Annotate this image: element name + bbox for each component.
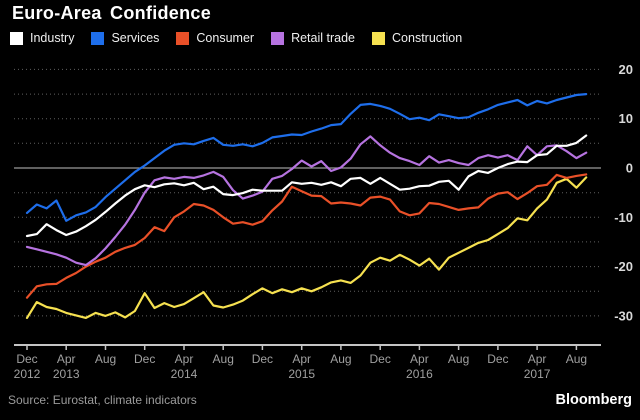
series-line-industry <box>25 134 588 238</box>
x-tick-label: Apr <box>175 352 194 366</box>
legend: Industry Services Consumer Retail trade Cons… <box>10 31 462 45</box>
x-tick-label: Dec <box>16 352 37 366</box>
x-tick-label: Dec <box>487 352 508 366</box>
series-line-consumer <box>25 173 588 299</box>
consumer-swatch-icon <box>176 31 190 45</box>
legend-label: Construction <box>392 31 463 45</box>
legend-item-construction: Construction <box>372 31 462 45</box>
series-line-services <box>25 92 588 222</box>
x-tick-label: Aug <box>566 352 587 366</box>
x-tick-year-label: 2015 <box>288 367 315 381</box>
legend-item-retail-trade: Retail trade <box>271 31 355 45</box>
y-tick-label: -20 <box>614 259 633 274</box>
chart-title: Euro-Area Confidence <box>12 3 212 23</box>
legend-label: Retail trade <box>291 31 356 45</box>
industry-swatch-icon <box>10 31 23 45</box>
retail-trade-swatch-icon <box>271 31 285 45</box>
x-tick-label: Apr <box>410 352 429 366</box>
legend-label: Industry <box>30 31 75 45</box>
x-tick-label: Apr <box>528 352 547 366</box>
x-tick-year-label: 2013 <box>53 367 80 381</box>
x-tick-year-label: 2016 <box>406 367 433 381</box>
x-tick-label: Apr <box>292 352 311 366</box>
services-swatch-icon <box>91 31 105 45</box>
x-tick-year-label: 2012 <box>14 367 41 381</box>
x-tick-label: Apr <box>57 352 76 366</box>
x-tick-year-label: 2014 <box>171 367 198 381</box>
series-line-construction <box>25 176 588 319</box>
x-tick-label: Aug <box>448 352 469 366</box>
y-tick-label: 0 <box>626 161 633 176</box>
construction-swatch-icon <box>372 31 386 45</box>
y-tick-label: -30 <box>614 308 633 323</box>
footer: Source: Eurostat, climate indicators Blo… <box>8 392 632 408</box>
legend-item-industry: Industry <box>10 31 74 45</box>
legend-item-services: Services <box>91 31 159 45</box>
y-tick-label: -10 <box>614 210 633 225</box>
x-tick-label: Dec <box>370 352 391 366</box>
x-tick-label: Dec <box>252 352 273 366</box>
x-tick-label: Aug <box>330 352 351 366</box>
x-tick-label: Aug <box>213 352 234 366</box>
legend-label: Consumer <box>196 31 255 45</box>
y-tick-label: 20 <box>619 62 633 77</box>
legend-label: Services <box>111 31 160 45</box>
x-tick-label: Dec <box>134 352 155 366</box>
x-tick-label: Aug <box>95 352 116 366</box>
bloomberg-logo: Bloomberg <box>555 392 632 408</box>
legend-item-consumer: Consumer <box>176 31 254 45</box>
y-tick-label: 10 <box>619 111 633 126</box>
source-note: Source: Eurostat, climate indicators <box>8 393 197 407</box>
x-tick-year-label: 2017 <box>524 367 551 381</box>
series-line-retail-trade <box>25 135 588 267</box>
